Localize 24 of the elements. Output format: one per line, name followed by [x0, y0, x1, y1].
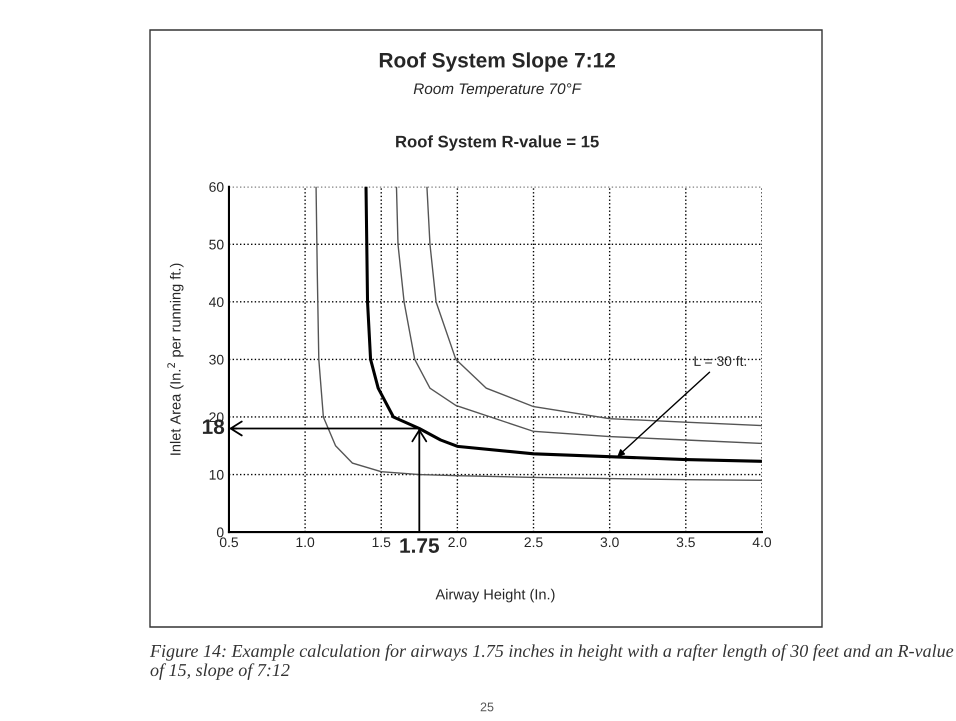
- chart-subtitle: Room Temperature 70°F: [414, 83, 582, 98]
- x-tick-label: 2.0: [448, 537, 466, 548]
- y-tick-label: 0: [216, 527, 224, 538]
- x-tick-label: 0.5: [220, 537, 238, 548]
- caption: Figure 14: Example calculation for airways 1.75 inches in height with a rafter length of 30 feet and an R-value of 15, slope of 7:12: [150, 644, 954, 680]
- x-tick-label: 1.5: [372, 537, 390, 548]
- text: Roof System R-value = 15: [396, 135, 599, 151]
- line-series: [315, 186, 762, 481]
- y-tick-label: 10: [210, 470, 224, 480]
- x-tick-label: 3.5: [676, 537, 695, 548]
- text: 25: [480, 702, 494, 712]
- x-tick-label: 3.0: [600, 537, 619, 548]
- x-tick-label: 4.0: [752, 537, 772, 548]
- y-tick-label: 60: [209, 182, 224, 192]
- chart-title: Roof System Slope 7:12: [380, 52, 615, 72]
- annotation: L = 30 ft.: [694, 356, 746, 366]
- y-tick-label: 50: [209, 240, 224, 250]
- x-tick-label: 1.0: [296, 537, 314, 548]
- y-axis-title: Inlet Area (In.$^{2}$ per running ft.): [167, 264, 184, 455]
- y-tick-label: 40: [208, 297, 224, 308]
- x-tick-label: 2.5: [524, 537, 543, 548]
- y-tick-label: 30: [209, 354, 224, 365]
- ref-line-label: 1.75: [400, 538, 440, 553]
- x-axis-title: Airway Height (In.): [436, 588, 555, 602]
